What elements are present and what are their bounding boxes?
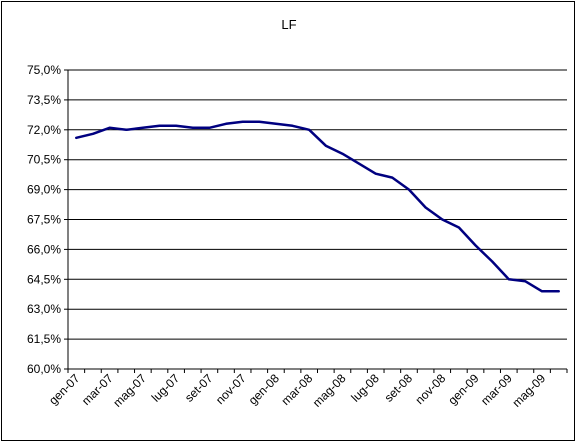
y-tick-label: 69,0%: [27, 183, 61, 197]
y-tick-label: 66,0%: [27, 242, 61, 256]
x-tick-label: gen-09: [445, 371, 482, 408]
x-tick-label: nov-07: [213, 371, 249, 407]
x-tick-label: lug-07: [149, 371, 183, 405]
x-tick-label: mag-07: [110, 371, 149, 410]
x-tick-label: mag-08: [310, 371, 349, 410]
x-tick-label: gen-07: [46, 371, 83, 408]
y-tick-label: 61,5%: [27, 332, 61, 346]
y-tick-label: 60,0%: [27, 362, 61, 376]
x-tick-label: mar-09: [478, 371, 515, 408]
y-tick-label: 63,0%: [27, 302, 61, 316]
y-tick-label: 73,5%: [27, 93, 61, 107]
x-tick-label: gen-08: [246, 371, 283, 408]
x-tick-label: mar-08: [279, 371, 316, 408]
y-tick-label: 72,0%: [27, 123, 61, 137]
y-tick-label: 75,0%: [27, 63, 61, 77]
y-tick-label: 67,5%: [27, 213, 61, 227]
x-tick-label: lug-08: [348, 371, 382, 405]
x-tick-label: set-07: [182, 371, 216, 405]
x-tick-label: mar-07: [79, 371, 116, 408]
x-tick-label: nov-08: [413, 371, 449, 407]
x-tick-label: set-08: [382, 371, 416, 405]
chart-title: LF: [281, 17, 297, 32]
series-line: [75, 120, 560, 293]
x-tick-label: mag-09: [510, 371, 549, 410]
y-tick-label: 64,5%: [27, 272, 61, 286]
y-tick-label: 70,5%: [27, 153, 61, 167]
